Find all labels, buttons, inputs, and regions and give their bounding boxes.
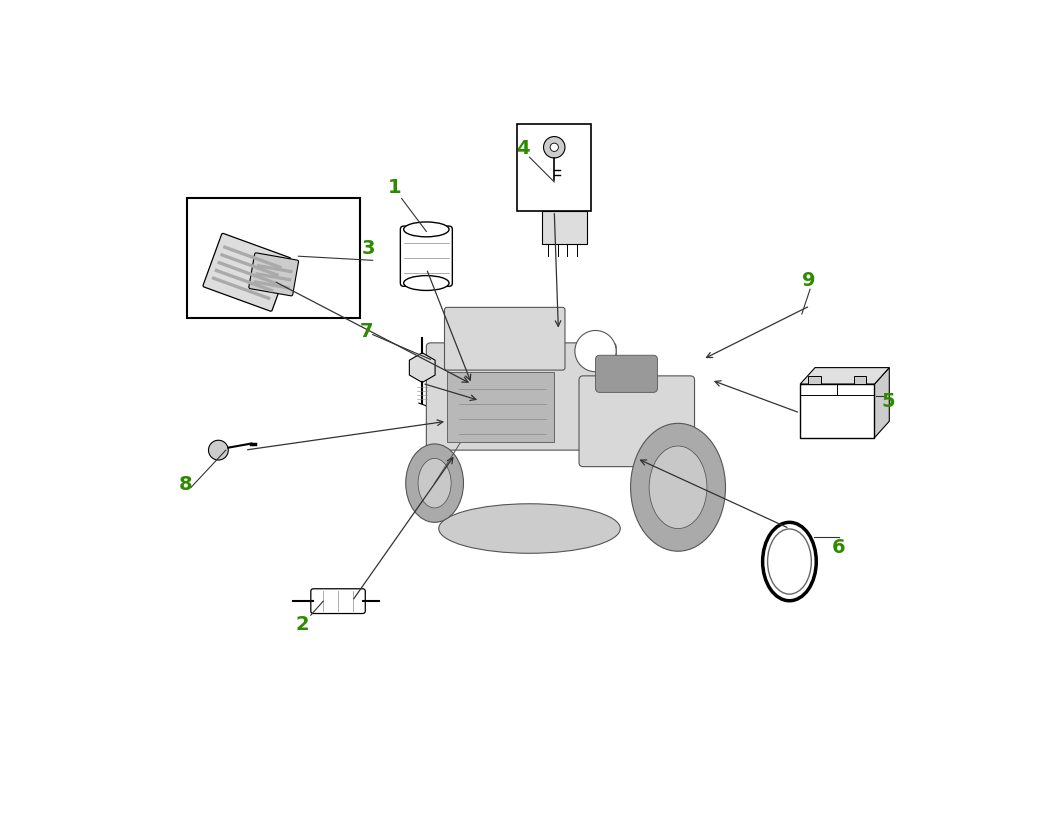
Circle shape (543, 137, 566, 159)
Text: 3: 3 (362, 239, 375, 258)
FancyBboxPatch shape (249, 254, 299, 297)
FancyBboxPatch shape (427, 343, 616, 451)
FancyBboxPatch shape (220, 254, 280, 278)
FancyBboxPatch shape (256, 265, 293, 274)
Text: 6: 6 (832, 538, 846, 557)
Circle shape (575, 331, 616, 372)
Ellipse shape (403, 222, 449, 237)
Ellipse shape (630, 423, 725, 552)
Ellipse shape (406, 444, 464, 523)
FancyBboxPatch shape (310, 589, 365, 614)
FancyBboxPatch shape (400, 227, 452, 287)
Ellipse shape (403, 276, 449, 291)
Polygon shape (801, 368, 890, 385)
Text: 8: 8 (179, 474, 192, 493)
Ellipse shape (649, 447, 707, 529)
Bar (801, 385, 875, 438)
Text: 9: 9 (802, 270, 815, 289)
FancyBboxPatch shape (203, 234, 290, 312)
Polygon shape (875, 368, 890, 438)
FancyBboxPatch shape (254, 281, 290, 290)
Ellipse shape (768, 529, 811, 595)
Ellipse shape (762, 523, 816, 601)
Text: 1: 1 (389, 177, 401, 196)
Circle shape (209, 441, 229, 461)
Bar (808, 376, 821, 385)
Circle shape (550, 144, 558, 152)
FancyBboxPatch shape (579, 376, 695, 467)
Bar (187, 199, 360, 318)
Polygon shape (410, 353, 435, 383)
FancyBboxPatch shape (217, 261, 276, 285)
Ellipse shape (418, 459, 451, 509)
Ellipse shape (438, 504, 621, 553)
FancyBboxPatch shape (595, 356, 658, 393)
FancyBboxPatch shape (255, 273, 291, 282)
FancyBboxPatch shape (222, 246, 282, 270)
FancyBboxPatch shape (214, 269, 273, 294)
Bar (542, 212, 588, 245)
FancyBboxPatch shape (447, 372, 554, 442)
Bar (517, 125, 591, 212)
Text: 7: 7 (359, 322, 373, 341)
Bar (854, 376, 866, 385)
Text: 4: 4 (516, 139, 530, 158)
FancyBboxPatch shape (445, 308, 566, 370)
Text: 2: 2 (295, 614, 309, 633)
Text: 5: 5 (882, 392, 895, 411)
FancyBboxPatch shape (212, 277, 271, 301)
